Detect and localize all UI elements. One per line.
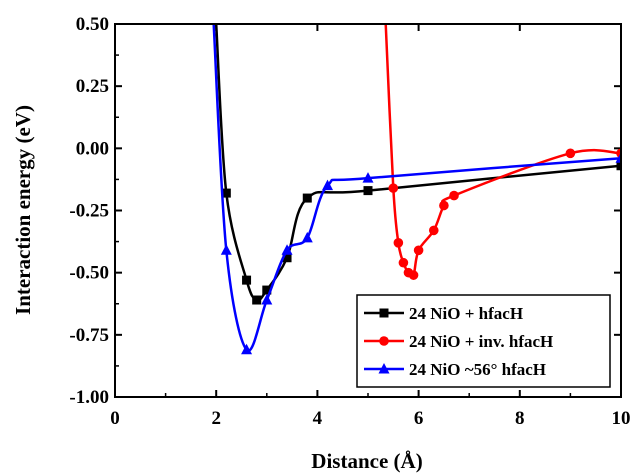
series-line [384, 24, 621, 278]
data-point [565, 148, 576, 159]
x-tick-label: 10 [612, 408, 631, 429]
data-point [398, 257, 409, 268]
series-2 [384, 24, 621, 280]
data-point [322, 179, 334, 191]
data-point [449, 190, 459, 201]
plot-frame [114, 23, 622, 398]
data-point [302, 193, 312, 203]
series-1 [214, 24, 621, 305]
legend-marker [378, 363, 390, 374]
x-tick-label: 6 [414, 408, 424, 429]
data-point [221, 188, 231, 198]
series-3 [212, 24, 621, 355]
legend-marker [379, 308, 389, 318]
y-axis-title: Interaction energy (eV) [11, 105, 35, 315]
legend-entry: 24 NiO ~56° hfacH [364, 360, 546, 379]
data-point [362, 172, 374, 183]
data-point [252, 295, 262, 305]
data-point [439, 200, 449, 211]
data-point [428, 225, 439, 236]
y-tick-label: -0.25 [69, 201, 109, 222]
data-point [393, 238, 404, 248]
legend-label: 24 NiO + inv. hfacH [409, 332, 553, 351]
series-layer [212, 24, 621, 355]
data-point [363, 186, 373, 196]
x-tick-label: 0 [110, 408, 120, 429]
legend-label: 24 NiO + hfacH [409, 304, 523, 323]
data-point [281, 244, 293, 255]
data-point [615, 152, 621, 163]
y-tick-label: 0.25 [76, 76, 109, 97]
x-axis-title: Distance (Å) [311, 449, 422, 473]
data-point [220, 244, 232, 255]
legend: 24 NiO + hfacH 24 NiO + inv. hfacH 24 NiO … [356, 294, 611, 388]
legend-entry: 24 NiO + hfacH [364, 304, 523, 323]
y-tick-label: 0.50 [76, 14, 109, 35]
data-point [241, 343, 253, 355]
data-point [282, 253, 292, 263]
data-point [413, 245, 424, 256]
data-point [242, 275, 252, 285]
data-point [388, 183, 399, 193]
data-point [616, 161, 621, 171]
data-point [262, 285, 272, 295]
y-tick-label: -1.00 [69, 387, 109, 408]
x-tick-label: 2 [211, 408, 221, 429]
x-tick-label: 4 [313, 408, 323, 429]
y-tick-label: -0.75 [69, 325, 109, 346]
x-tick-label: 8 [515, 408, 525, 429]
x-axis-ticks: 0 2 4 6 8 10 [110, 24, 631, 429]
data-point [301, 231, 313, 243]
legend-marker [379, 336, 389, 346]
y-tick-label: -0.50 [69, 263, 109, 284]
y-tick-label: 0.00 [76, 138, 109, 159]
legend-label: 24 NiO ~56° hfacH [409, 360, 546, 379]
data-point [408, 270, 419, 280]
legend-entry: 24 NiO + inv. hfacH [364, 332, 553, 351]
data-point [261, 294, 273, 305]
